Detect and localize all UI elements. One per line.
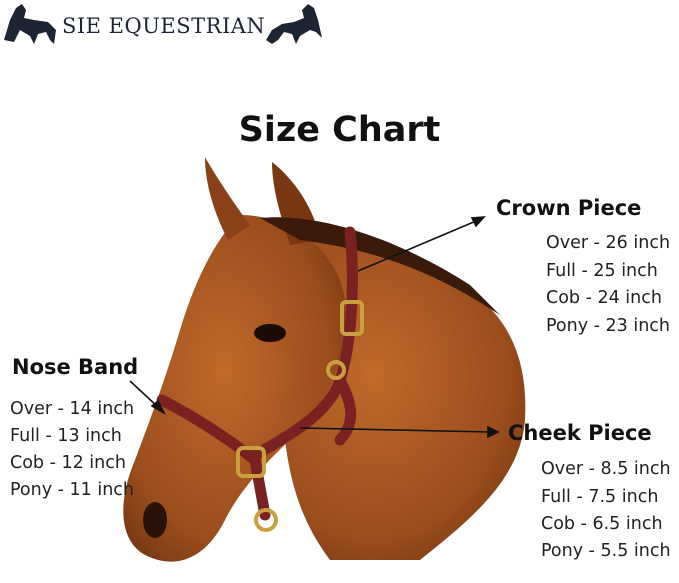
nose-size-cob: Cob - 12 inch	[10, 453, 126, 473]
page-title: Size Chart	[238, 110, 441, 150]
horse-eye	[254, 324, 286, 342]
halter	[156, 226, 358, 521]
cheek-pointer	[299, 427, 491, 433]
crown-piece-heading: Crown Piece	[496, 196, 642, 220]
cheek-size-over: Over - 8.5 inch	[541, 459, 671, 479]
nose-pointer	[129, 380, 159, 408]
nose-band-heading: Nose Band	[12, 355, 139, 379]
crown-pointer	[357, 220, 477, 272]
horse-logo-icon-right	[266, 4, 322, 44]
brand-name: SIE EQUESTRIAN	[62, 14, 266, 38]
crown-size-over: Over - 26 inch	[546, 233, 671, 253]
cheek-size-full: Full - 7.5 inch	[541, 487, 659, 507]
crown-size-cob: Cob - 24 inch	[546, 288, 662, 308]
nose-size-full: Full - 13 inch	[10, 426, 122, 446]
cheek-piece-heading: Cheek Piece	[508, 421, 652, 445]
nose-size-over: Over - 14 inch	[10, 399, 135, 419]
horse-ear-left	[205, 157, 250, 240]
horse-mane	[260, 217, 500, 315]
nose-size-pony: Pony - 11 inch	[10, 480, 135, 500]
horse-head	[123, 215, 346, 562]
cheek-size-pony: Pony - 5.5 inch	[541, 541, 671, 561]
horse-nostril	[143, 502, 167, 538]
crown-size-full: Full - 25 inch	[546, 261, 658, 281]
horse-logo-icon-left	[4, 4, 56, 44]
buckle	[236, 300, 364, 532]
crown-size-pony: Pony - 23 inch	[546, 316, 671, 336]
cheek-size-cob: Cob - 6.5 inch	[541, 514, 663, 534]
